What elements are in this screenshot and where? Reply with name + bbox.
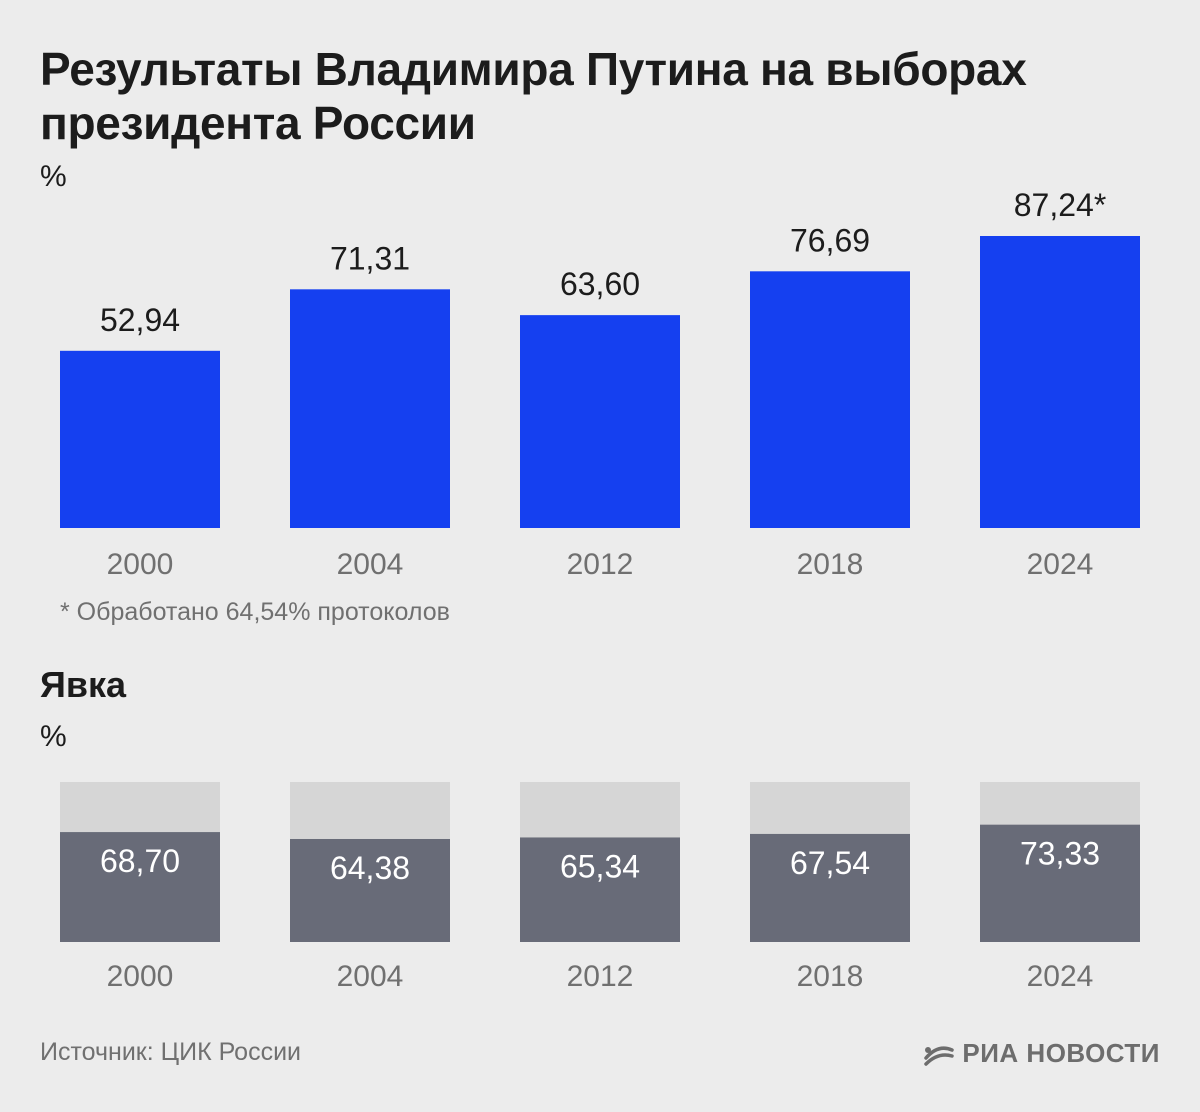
turnout-bar <box>60 832 220 942</box>
results-bar-chart: 52,94 2000 71,31 2004 63,60 2012 76,69 2018 87,2… <box>60 187 1140 581</box>
turnout-bar <box>520 837 680 942</box>
result-bar <box>520 315 680 528</box>
chart-title: Результаты Владимира Путина на выборах п… <box>40 43 1027 149</box>
result-value-label: 76,69 <box>790 222 870 258</box>
source-note: Источник: ЦИК России <box>40 1038 301 1066</box>
turnout-title: Явка <box>40 664 127 705</box>
result-value-label: 87,24* <box>1014 187 1107 223</box>
turnout-bar <box>290 838 450 942</box>
turnout-value-label: 64,38 <box>330 850 410 886</box>
result-value-label: 71,31 <box>330 240 410 276</box>
turnout-year-label: 2024 <box>1027 960 1094 993</box>
result-bar <box>290 289 450 528</box>
result-value-label: 52,94 <box>100 302 180 338</box>
turnout-bar <box>980 824 1140 942</box>
turnout-year-label: 2018 <box>797 960 864 993</box>
turnout-value-label: 67,54 <box>790 845 870 881</box>
turnout-bar-chart: 68,70 2000 64,38 2004 65,34 2012 67,54 2018 73,3… <box>60 782 1140 993</box>
brand-name: РИА НОВОСТИ <box>962 1038 1160 1068</box>
turnout-value-label: 73,33 <box>1020 836 1100 872</box>
result-year-label: 2000 <box>107 548 174 581</box>
turnout-year-label: 2000 <box>107 960 174 993</box>
result-value-label: 63,60 <box>560 266 640 302</box>
turnout-bar <box>750 833 910 942</box>
turnout-year-label: 2004 <box>337 960 404 993</box>
brand-logo: РИА НОВОСТИ <box>922 1038 1160 1069</box>
result-year-label: 2012 <box>567 548 634 581</box>
turnout-value-label: 65,34 <box>560 848 640 884</box>
turnout-year-label: 2012 <box>567 960 634 993</box>
turnout-value-label: 68,70 <box>100 843 180 879</box>
result-bar <box>60 350 220 528</box>
result-bar <box>750 271 910 528</box>
result-bar <box>980 236 1140 528</box>
result-year-label: 2024 <box>1027 548 1094 581</box>
turnout-unit-label: % <box>40 720 67 753</box>
ria-logo-icon <box>924 1046 955 1066</box>
footnote: * Обработано 64,54% протоколов <box>60 598 450 626</box>
results-unit-label: % <box>40 160 67 193</box>
result-year-label: 2018 <box>797 548 864 581</box>
result-year-label: 2004 <box>337 548 404 581</box>
